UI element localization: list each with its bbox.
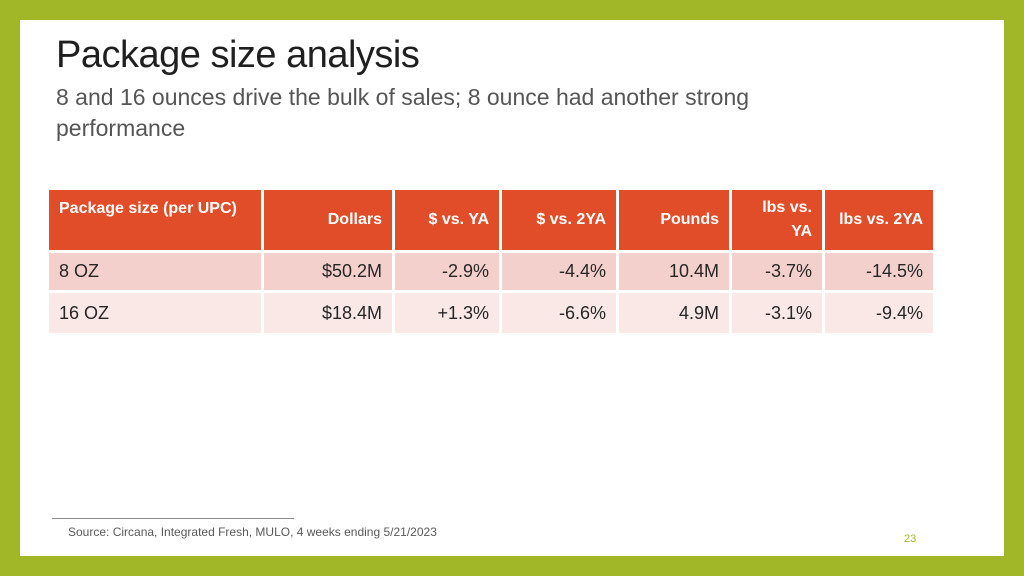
cell-lbs-vs-ya: -3.1%	[732, 290, 822, 333]
header-dollars-vs-2ya: $ vs. 2YA	[502, 190, 616, 250]
table-row: 16 OZ $18.4M +1.3% -6.6% 4.9M -3.1% -9.4…	[49, 290, 933, 333]
cell-package-size: 8 OZ	[49, 250, 261, 290]
cell-dollars: $50.2M	[264, 250, 392, 290]
slide-title: Package size analysis	[56, 34, 420, 76]
header-dollars: Dollars	[264, 190, 392, 250]
cell-dollars-vs-2ya: -4.4%	[502, 250, 616, 290]
header-package-size: Package size (per UPC)	[49, 190, 261, 250]
header-lbs-vs-ya: lbs vs. YA	[732, 190, 822, 250]
cell-lbs-vs-ya: -3.7%	[732, 250, 822, 290]
cell-lbs-vs-2ya: -14.5%	[825, 250, 933, 290]
slide: Package size analysis 8 and 16 ounces dr…	[20, 20, 1004, 556]
cell-dollars: $18.4M	[264, 290, 392, 333]
slide-subtitle: 8 and 16 ounces drive the bulk of sales;…	[56, 84, 750, 141]
cell-dollars-vs-ya: +1.3%	[395, 290, 499, 333]
page-number: 23	[904, 533, 917, 545]
table-header-row: Package size (per UPC) Dollars $ vs. YA …	[49, 190, 933, 250]
cell-pounds: 10.4M	[619, 250, 729, 290]
header-dollars-vs-ya: $ vs. YA	[395, 190, 499, 250]
cell-lbs-vs-2ya: -9.4%	[825, 290, 933, 333]
footnote-divider	[52, 518, 294, 519]
cell-dollars-vs-ya: -2.9%	[395, 250, 499, 290]
table-row: 8 OZ $50.2M -2.9% -4.4% 10.4M -3.7% -14.…	[49, 250, 933, 290]
header-lbs-vs-2ya: lbs vs. 2YA	[825, 190, 933, 250]
package-size-table: Package size (per UPC) Dollars $ vs. YA …	[46, 190, 936, 333]
header-pounds: Pounds	[619, 190, 729, 250]
cell-package-size: 16 OZ	[49, 290, 261, 333]
source-note: Source: Circana, Integrated Fresh, MULO,…	[68, 525, 437, 539]
cell-dollars-vs-2ya: -6.6%	[502, 290, 616, 333]
cell-pounds: 4.9M	[619, 290, 729, 333]
